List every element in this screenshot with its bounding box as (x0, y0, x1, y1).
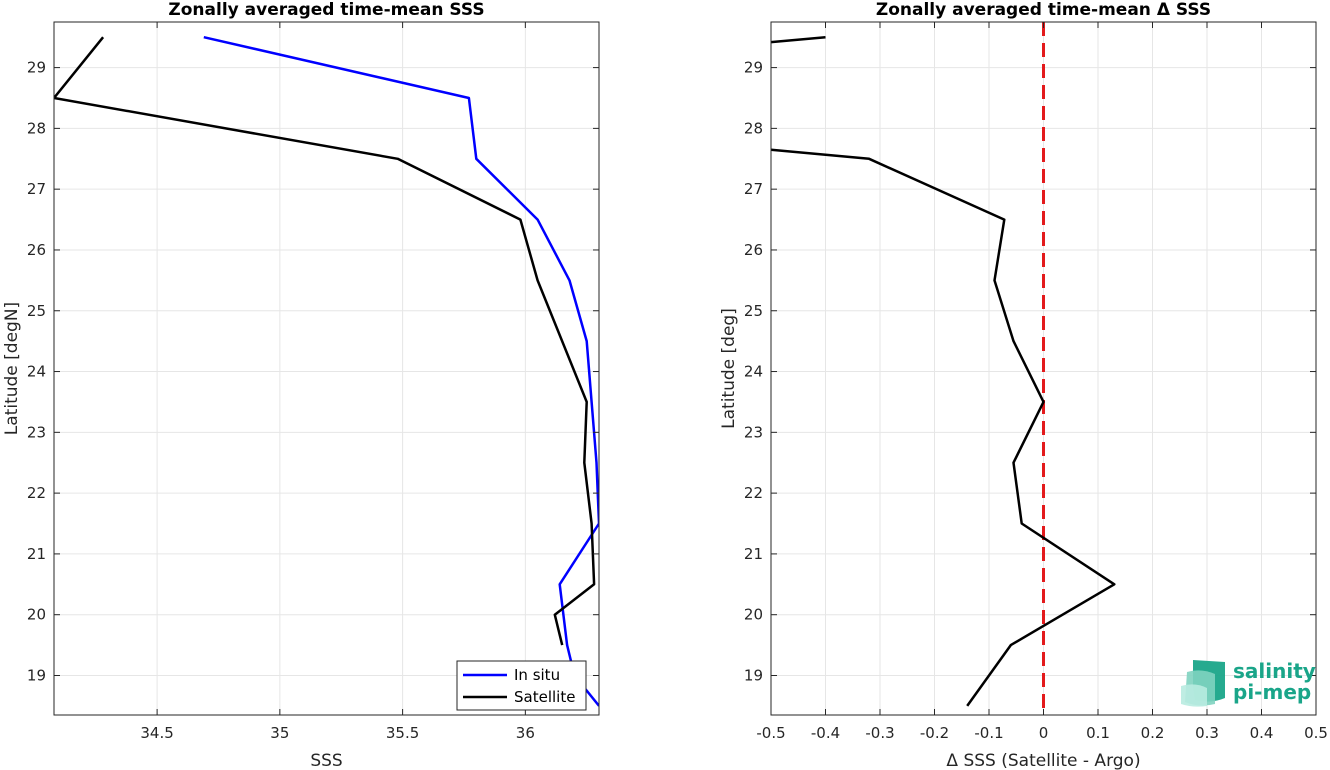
logo-text-line2: pi-mep (1233, 680, 1311, 704)
legend: In situ Satellite (456, 660, 587, 711)
y-tick-label: 19 (27, 666, 46, 684)
x-tick-label: 0.2 (1141, 724, 1165, 742)
x-tick-label: -0.4 (811, 724, 840, 742)
y-tick-label: 21 (27, 545, 46, 563)
chart-title: Zonally averaged time-mean SSS (168, 0, 484, 20)
series-line-1 (771, 35, 826, 44)
y-tick-label: 25 (744, 302, 763, 320)
y-tick-label: 26 (27, 241, 46, 259)
y-tick-label: 28 (744, 119, 763, 137)
y-tick-label: 24 (27, 363, 46, 381)
axes-box (53, 21, 600, 716)
x-tick-label: 0.4 (1250, 724, 1274, 742)
x-tick-label: 35.5 (386, 724, 419, 742)
series-line-0 (203, 35, 599, 707)
y-tick-label: 22 (27, 484, 46, 502)
x-axis-label: Δ SSS (Satellite - Argo) (946, 751, 1140, 770)
y-tick-label: 23 (744, 423, 763, 441)
y-axis-label: Latitude [degN] (2, 302, 22, 435)
y-tick-label: 21 (744, 545, 763, 563)
x-tick-label: 34.5 (140, 724, 173, 742)
y-tick-label: 25 (27, 302, 46, 320)
x-tick-label: 0.5 (1304, 724, 1328, 742)
x-tick-label: 0.1 (1086, 724, 1110, 742)
y-tick-label: 26 (744, 241, 763, 259)
y-tick-label: 23 (27, 423, 46, 441)
chart-left: 34.5 35 35.5 36 19 20 21 22 23 24 25 26 27 28 29 Zonall… (2, 0, 600, 770)
chart-right: -0.5 -0.4 -0.3 -0.2 -0.1 0 0.1 0.2 0.3 0.4 0.5 19 20… (719, 0, 1328, 770)
legend-label: In situ (514, 666, 560, 684)
x-tick-label: 0 (1039, 724, 1049, 742)
series-line-0 (771, 148, 1116, 707)
x-tick-label: 35 (270, 724, 289, 742)
y-tick-label: 29 (27, 59, 46, 77)
x-axis-label: SSS (310, 751, 342, 770)
x-tick-label: -0.1 (974, 724, 1003, 742)
x-tick-label: 36 (516, 724, 535, 742)
x-tick-label: 0.3 (1195, 724, 1219, 742)
y-tick-label: 24 (744, 363, 763, 381)
legend-box (456, 660, 587, 711)
y-tick-label: 29 (744, 59, 763, 77)
y-axis-label: Latitude [deg] (719, 308, 739, 429)
legend-label: Satellite (514, 688, 575, 706)
x-tick-label: -0.3 (865, 724, 894, 742)
x-tick-label: -0.5 (756, 724, 785, 742)
x-tick-label: -0.2 (920, 724, 949, 742)
plot-area (54, 22, 599, 715)
logo-text-line1: salinity (1233, 659, 1316, 683)
y-tick-label: 20 (744, 606, 763, 624)
y-tick-label: 22 (744, 484, 763, 502)
y-tick-label: 19 (744, 666, 763, 684)
y-tick-label: 20 (27, 606, 46, 624)
series-line-1 (54, 36, 596, 646)
y-tick-label: 27 (27, 180, 46, 198)
chart-title: Zonally averaged time-mean Δ SSS (876, 0, 1211, 20)
logo-wave-shape (1181, 684, 1207, 707)
y-tick-label: 27 (744, 180, 763, 198)
y-tick-label: 28 (27, 119, 46, 137)
